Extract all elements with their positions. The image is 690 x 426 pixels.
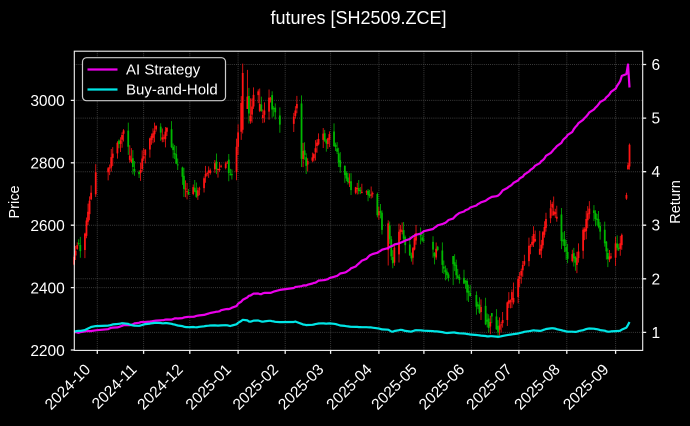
- svg-text:6: 6: [652, 57, 661, 74]
- svg-text:2600: 2600: [30, 218, 65, 235]
- svg-text:4: 4: [652, 164, 661, 181]
- svg-text:2800: 2800: [30, 156, 65, 173]
- svg-text:Buy-and-Hold: Buy-and-Hold: [126, 82, 218, 99]
- svg-text:2200: 2200: [30, 343, 65, 360]
- svg-text:futures [SH2509.ZCE]: futures [SH2509.ZCE]: [270, 8, 446, 28]
- svg-text:3: 3: [652, 218, 661, 235]
- svg-text:1: 1: [652, 325, 661, 342]
- svg-text:Price: Price: [7, 185, 23, 218]
- svg-text:3000: 3000: [30, 93, 65, 110]
- svg-text:2: 2: [652, 271, 661, 288]
- svg-text:Return: Return: [668, 180, 684, 224]
- svg-text:AI Strategy: AI Strategy: [126, 62, 201, 79]
- svg-text:5: 5: [652, 111, 661, 128]
- svg-text:2400: 2400: [30, 280, 65, 297]
